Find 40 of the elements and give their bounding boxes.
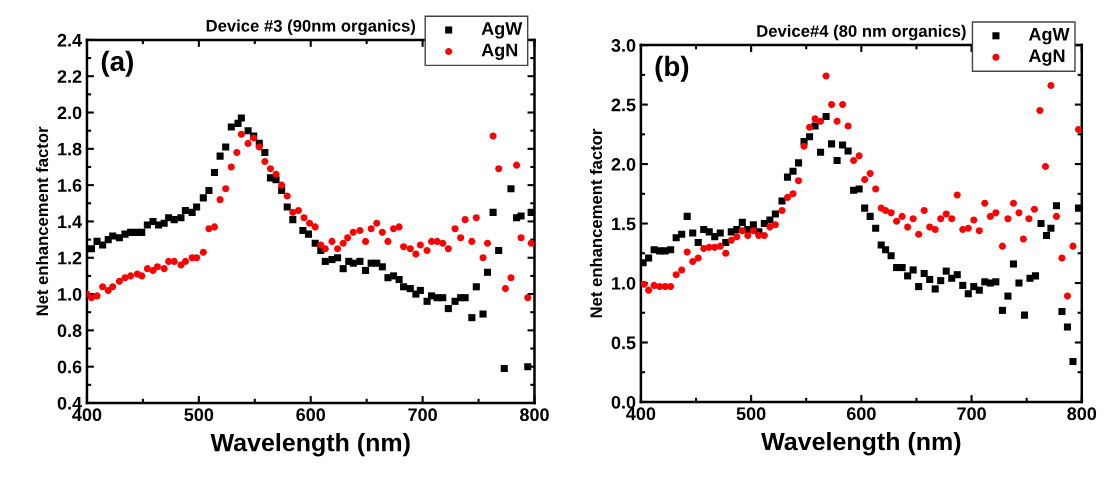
y-tick-label: 1.0 [58,287,82,301]
x-tick-label: 400 [626,407,656,421]
y-tick-label: 1.6 [58,179,82,192]
x-tick-label: 800 [520,408,549,422]
y-tick-label: 3.0 [611,39,636,52]
y-tick-label: 1.0 [612,276,636,290]
legend-label: AgW [481,22,523,39]
x-tick-label: 500 [736,407,766,421]
x-axis-title: Wavelength (nm) [761,432,961,456]
y-tick-label: 2.0 [611,158,636,171]
y-tick-label: 0.5 [611,336,636,350]
x-tick-label: 800 [1067,407,1097,421]
y-tick-label: 2.0 [57,106,82,120]
y-tick-label: 1.2 [58,251,82,265]
y-tick-label: 2.2 [57,70,82,83]
y-tick-label: 0.6 [57,360,82,374]
legend-label: AgW [1028,28,1070,45]
x-tick-label: 700 [957,407,986,421]
chart-title: Device#4 (80 nm organics) [757,24,966,41]
y-tick-label: 2.4 [57,33,83,47]
y-tick-label: 0.0 [611,395,636,409]
y-tick-label: 1.4 [58,215,83,228]
x-tick-label: 600 [846,407,876,421]
x-tick-label: 600 [296,408,326,422]
x-axis-title: Wavelength (nm) [210,433,410,457]
x-tick-label: 700 [408,408,437,422]
y-tick-label: 1.8 [58,142,82,156]
chart-title: Device #3 (90nm organics) [206,19,416,36]
y-tick-label: 0.8 [57,324,82,338]
x-tick-label: 500 [184,408,214,422]
legend-label: AgN [1028,49,1065,66]
legend-label: AgN [481,43,518,60]
annotation: (a) [101,50,133,77]
y-axis-title: Net enhancement factor [589,128,603,318]
y-tick-label: 0.4 [57,396,83,410]
x-tick-label: 400 [72,408,102,422]
y-tick-label: 2.5 [611,98,636,112]
y-tick-label: 1.5 [612,217,636,231]
y-axis-title: Net enhancement factor [35,126,49,316]
annotation: (b) [655,55,689,82]
